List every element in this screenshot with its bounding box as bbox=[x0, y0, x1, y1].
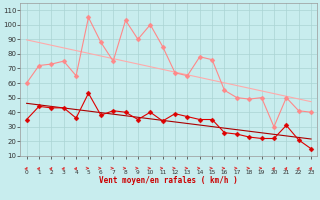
X-axis label: Vent moyen/en rafales ( km/h ): Vent moyen/en rafales ( km/h ) bbox=[100, 176, 238, 185]
